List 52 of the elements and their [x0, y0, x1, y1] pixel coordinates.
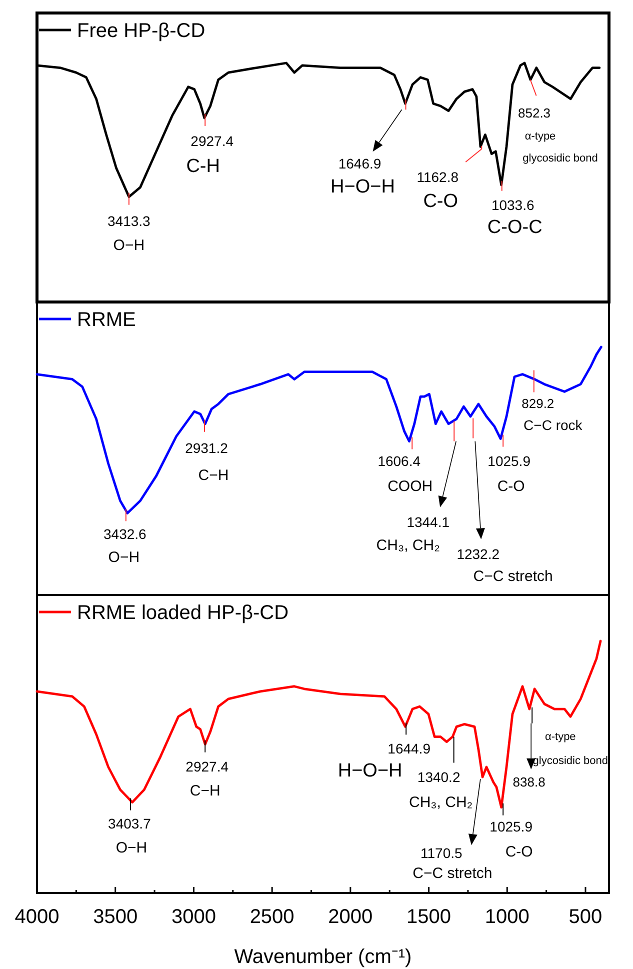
annotation: 2927.4: [186, 758, 229, 774]
annotation: C−H: [190, 782, 220, 800]
annotation: 3413.3: [108, 212, 151, 229]
annotation: C-O: [423, 191, 458, 212]
annotation: CH₃, CH₂: [409, 794, 473, 811]
annotation: 1025.9: [488, 452, 531, 469]
x-tick-label: 1500: [406, 906, 452, 928]
annotation: 1606.4: [378, 453, 421, 470]
annotation: 3432.6: [104, 526, 147, 542]
annotation: 1033.6: [491, 196, 534, 213]
annotation: COOH: [388, 478, 433, 496]
annotation: H−O−H: [338, 760, 402, 782]
annotation: 1025.9: [490, 818, 533, 834]
annotation: C−C stretch: [412, 865, 492, 882]
annotation: C−C stretch: [473, 568, 553, 586]
x-tick-label: 4000: [14, 906, 60, 928]
annotation: 1644.9: [388, 740, 431, 757]
annotation: O−H: [108, 549, 140, 566]
x-tick-label: 3000: [171, 906, 216, 928]
annotation: 1344.1: [406, 514, 450, 530]
annotation: C-O: [505, 843, 533, 860]
annotation: 1646.9: [338, 156, 382, 172]
legend-label: RRME: [77, 309, 136, 331]
annotation: C−H: [198, 466, 229, 484]
annotation: 829.2: [522, 396, 554, 412]
x-tick-label: 2000: [328, 906, 373, 928]
annotation: 1232.2: [456, 546, 500, 562]
legend-label: RRME loaded HP-β-CD: [77, 602, 289, 624]
annotation: 2927.4: [190, 132, 234, 149]
annotation: 2931.2: [185, 440, 228, 456]
x-axis-title: Wavenumber (cm⁻¹): [234, 946, 412, 968]
annotation: C−C rock: [524, 417, 584, 434]
annotation: 852.3: [518, 106, 551, 121]
annotation: C-O-C: [487, 216, 542, 238]
x-tick-label: 3500: [93, 906, 138, 928]
annotation: H−O−H: [330, 176, 395, 198]
annotation: C-O: [497, 478, 525, 495]
annotation: 1162.8: [416, 169, 459, 186]
x-tick-label: 2500: [250, 906, 294, 928]
annotation: 1170.5: [420, 845, 463, 862]
annotation: 3403.7: [108, 815, 152, 832]
x-tick-label: 1000: [484, 906, 530, 928]
annotation: O−H: [113, 236, 145, 254]
annotation: α-type glycosidic bond: [522, 130, 598, 165]
annotation: CH₃, CH₂: [376, 537, 440, 554]
annotation: α-type glycosidic bond: [532, 731, 608, 768]
x-tick-label: 500: [568, 906, 602, 928]
annotation: 838.8: [512, 774, 546, 790]
annotation: O−H: [116, 839, 148, 856]
annotation: 1340.2: [417, 768, 460, 785]
legend-label: Free HP-β-CD: [77, 20, 206, 42]
annotation: C-H: [186, 156, 220, 177]
